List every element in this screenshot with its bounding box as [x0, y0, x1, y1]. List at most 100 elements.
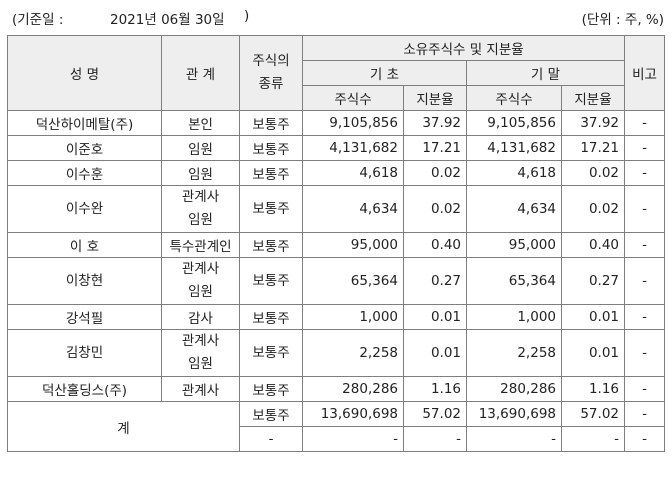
header-end-shares: 주식수: [466, 85, 562, 111]
cell-start-shares: 280,286: [302, 376, 404, 402]
cell-note: -: [624, 304, 665, 330]
table-body: 덕산하이메탈(주) 본인 보통주 9,105,856 37.92 9,105,856 37.…: [7, 110, 665, 452]
cell-name: 덕산홀딩스(주): [7, 376, 162, 402]
cell-start-shares: 4,131,682: [302, 135, 404, 161]
cell-note: -: [624, 135, 665, 161]
cell-relation: 관계사: [161, 376, 240, 402]
cell-note: -: [624, 329, 665, 377]
cell-end-ratio: 0.40: [561, 232, 625, 258]
cell-stock-type: 보통주: [239, 304, 303, 330]
header-start-shares: 주식수: [302, 85, 404, 111]
cell-total-note: -: [624, 401, 665, 427]
cell-end-ratio: 0.02: [561, 185, 625, 233]
cell-stock-type: 보통주: [239, 329, 303, 377]
cell-relation: 특수관계인: [161, 232, 240, 258]
table-row: 덕산홀딩스(주) 관계사 보통주 280,286 1.16 280,286 1.16-: [7, 376, 665, 402]
header-start-ratio: 지분율: [403, 85, 467, 111]
cell-stock-type: 보통주: [239, 257, 303, 305]
cell-note: -: [624, 232, 665, 258]
cell-relation: 임원: [161, 135, 240, 161]
cell-relation: 관계사 임원: [161, 329, 240, 377]
cell-end-ratio: 0.01: [561, 329, 625, 377]
cell-total-stock-type: -: [239, 426, 303, 452]
cell-stock-type: 보통주: [239, 160, 303, 186]
cell-end-ratio: 0.02: [561, 160, 625, 186]
cell-total-end-ratio: 57.02: [561, 401, 625, 427]
cell-end-shares: 1,000: [466, 304, 562, 330]
cell-name: 이준호: [7, 135, 162, 161]
cell-end-shares: 9,105,856: [466, 110, 562, 136]
cell-start-ratio: 0.40: [403, 232, 467, 258]
table-row: 강석필 감사 보통주 1,000 0.01 1,000 0.01-: [7, 304, 665, 330]
cell-end-shares: 2,258: [466, 329, 562, 377]
cell-stock-type: 보통주: [239, 135, 303, 161]
cell-start-ratio: 0.01: [403, 304, 467, 330]
cell-name: 덕산하이메탈(주): [7, 110, 162, 136]
cell-total-end-shares: -: [466, 426, 562, 452]
base-date-value: 2021년 06월 30일: [110, 12, 225, 28]
cell-start-shares: 4,634: [302, 185, 404, 233]
cell-note: -: [624, 185, 665, 233]
cell-end-shares: 4,634: [466, 185, 562, 233]
cell-end-ratio: 17.21: [561, 135, 625, 161]
base-date-label: (기준일 :: [12, 12, 64, 28]
cell-start-ratio: 0.02: [403, 185, 467, 233]
cell-end-ratio: 0.01: [561, 304, 625, 330]
cell-stock-type: 보통주: [239, 110, 303, 136]
header-end-ratio: 지분율: [561, 85, 625, 111]
header-period-start: 기 초: [302, 60, 467, 86]
table-row: 이수훈 임원 보통주 4,618 0.02 4,618 0.02-: [7, 160, 665, 186]
cell-name: 김창민: [7, 329, 162, 377]
total-row: 계 보통주 13,690,698 57.02 13,690,698 57.02-: [7, 401, 665, 452]
cell-start-ratio: 0.01: [403, 329, 467, 377]
cell-start-ratio: 1.16: [403, 376, 467, 402]
cell-stock-type: 보통주: [239, 232, 303, 258]
table-row: 이준호 임원 보통주 4,131,682 17.21 4,131,682 17.21-: [7, 135, 665, 161]
cell-note: -: [624, 376, 665, 402]
cell-name: 이 호: [7, 232, 162, 258]
cell-name: 이수완: [7, 185, 162, 233]
cell-start-shares: 2,258: [302, 329, 404, 377]
cell-total-start-ratio: -: [403, 426, 467, 452]
table-row: 이 호 특수관계인 보통주 95,000 0.40 95,000 0.40-: [7, 232, 665, 258]
cell-stock-type: 보통주: [239, 185, 303, 233]
cell-relation: 본인: [161, 110, 240, 136]
total-label: 계: [7, 401, 240, 452]
cell-end-shares: 280,286: [466, 376, 562, 402]
table-row: 이수완 관계사 임원 보통주 4,634 0.02 4,634 0.02-: [7, 185, 665, 233]
header-name: 성 명: [7, 35, 162, 111]
cell-start-shares: 1,000: [302, 304, 404, 330]
header-period-end: 기 말: [466, 60, 625, 86]
cell-end-ratio: 37.92: [561, 110, 625, 136]
cell-end-shares: 95,000: [466, 232, 562, 258]
header-relation: 관 계: [161, 35, 240, 111]
cell-name: 이수훈: [7, 160, 162, 186]
cell-start-shares: 65,364: [302, 257, 404, 305]
cell-note: -: [624, 110, 665, 136]
cell-total-start-ratio: 57.02: [403, 401, 467, 427]
cell-start-ratio: 17.21: [403, 135, 467, 161]
cell-start-ratio: 0.02: [403, 160, 467, 186]
header-holdings-group: 소유주식수 및 지분율: [302, 35, 625, 61]
cell-total-stock-type: 보통주: [239, 401, 303, 427]
cell-end-shares: 65,364: [466, 257, 562, 305]
total-row: ------: [8, 426, 665, 452]
cell-start-shares: 9,105,856: [302, 110, 404, 136]
cell-start-ratio: 37.92: [403, 110, 467, 136]
shareholding-table: 성 명 관 계 주식의 종류 소유주식수 및 지분율 비고 기 초 기 말 주식…: [7, 35, 665, 452]
cell-relation: 임원: [161, 160, 240, 186]
cell-relation: 관계사 임원: [161, 185, 240, 233]
cell-start-shares: 95,000: [302, 232, 404, 258]
cell-name: 강석필: [7, 304, 162, 330]
cell-start-ratio: 0.27: [403, 257, 467, 305]
cell-relation: 관계사 임원: [161, 257, 240, 305]
cell-start-shares: 4,618: [302, 160, 404, 186]
cell-total-note: -: [624, 426, 665, 452]
cell-end-shares: 4,618: [466, 160, 562, 186]
cell-note: -: [624, 160, 665, 186]
cell-total-end-shares: 13,690,698: [466, 401, 562, 427]
cell-relation: 감사: [161, 304, 240, 330]
cell-end-shares: 4,131,682: [466, 135, 562, 161]
cell-total-end-ratio: -: [561, 426, 625, 452]
header-stock-type: 주식의 종류: [239, 35, 303, 111]
